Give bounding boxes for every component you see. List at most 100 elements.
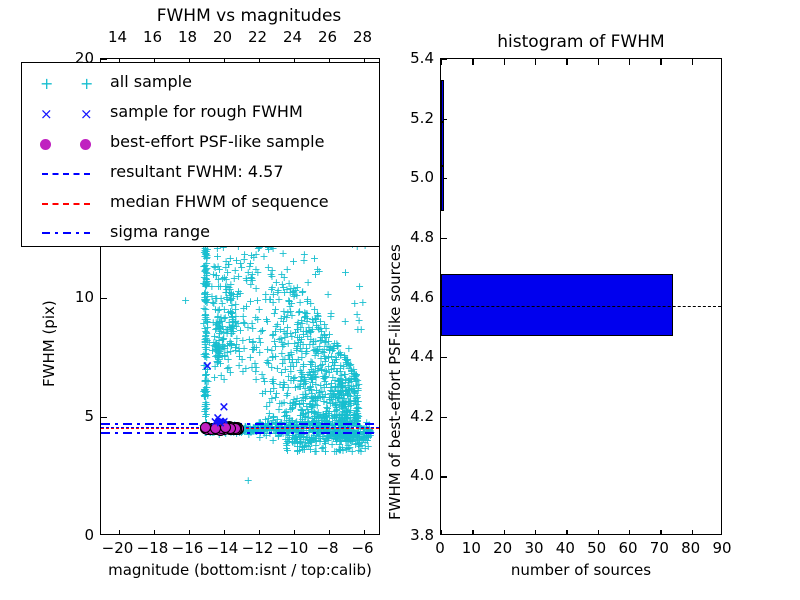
all-sample-point: +: [242, 425, 251, 436]
all-sample-point: +: [268, 434, 278, 448]
all-sample-point: +: [231, 310, 241, 324]
all-sample-point: +: [245, 423, 255, 437]
all-sample-point: +: [274, 423, 284, 437]
rough-fwhm-point: ×: [214, 415, 222, 426]
all-sample-point: +: [333, 423, 344, 437]
all-sample-point: +: [345, 358, 355, 372]
all-sample-point: +: [226, 287, 237, 301]
all-sample-point: +: [310, 398, 320, 412]
all-sample-point: +: [364, 423, 374, 437]
all-sample-point: +: [221, 285, 231, 299]
all-sample-point: +: [306, 433, 316, 447]
all-sample-point: +: [337, 419, 347, 433]
all-sample-point: +: [311, 377, 321, 391]
all-sample-point: +: [337, 410, 347, 424]
legend-item-2[interactable]: best-effort PSF-like sample: [22, 129, 379, 159]
all-sample-point: +: [320, 336, 330, 350]
all-sample-point: +: [313, 420, 323, 434]
all-sample-point: +: [213, 259, 223, 273]
all-sample-point: +: [353, 322, 363, 336]
all-sample-point: +: [340, 408, 350, 422]
all-sample-point: +: [293, 316, 303, 330]
left-bottom-tick-label-2: −16: [171, 539, 204, 557]
legend-item-3[interactable]: resultant FWHM: 4.57: [22, 159, 379, 189]
all-sample-point: +: [199, 384, 209, 398]
all-sample-point: +: [307, 371, 317, 385]
all-sample-point: +: [212, 291, 222, 305]
all-sample-point: +: [285, 419, 295, 433]
all-sample-point: +: [226, 321, 236, 335]
all-sample-point: +: [353, 438, 364, 452]
all-sample-point: +: [252, 419, 263, 433]
all-sample-point: +: [335, 431, 345, 444]
all-sample-point: +: [344, 429, 354, 443]
all-sample-point: +: [285, 412, 295, 426]
all-sample-point: +: [201, 309, 211, 323]
all-sample-point: +: [223, 266, 233, 280]
all-sample-point: +: [323, 423, 333, 437]
all-sample-point: +: [334, 414, 344, 428]
all-sample-point: +: [200, 399, 210, 413]
all-sample-point: +: [232, 331, 242, 345]
all-sample-point: +: [290, 423, 300, 437]
all-sample-point: +: [287, 352, 298, 366]
all-sample-point: +: [306, 392, 316, 406]
all-sample-point: +: [243, 320, 253, 334]
legend-item-1[interactable]: × × sample for rough FWHM: [22, 99, 379, 129]
right-y-tickmark-2: [441, 416, 447, 418]
all-sample-point: +: [241, 271, 251, 285]
all-sample-point: +: [328, 341, 338, 355]
all-sample-point: +: [343, 417, 352, 428]
left-y-tick-label-0: 0: [84, 526, 94, 544]
right-x-tickmark-top-7: [660, 59, 662, 65]
all-sample-point: +: [265, 427, 275, 441]
all-sample-point: +: [201, 332, 211, 346]
all-sample-point: +: [255, 336, 265, 350]
all-sample-point: +: [254, 302, 264, 316]
all-sample-point: +: [365, 429, 375, 443]
all-sample-point: +: [355, 430, 365, 444]
all-sample-point: +: [341, 399, 351, 413]
all-sample-point: +: [312, 407, 322, 421]
all-sample-point: +: [214, 352, 224, 366]
all-sample-point: +: [344, 427, 354, 441]
rough-fwhm-point: ×: [215, 416, 223, 427]
all-sample-point: +: [227, 318, 238, 332]
all-sample-point: +: [294, 305, 304, 319]
all-sample-point: +: [214, 348, 224, 362]
all-sample-point: +: [227, 305, 237, 319]
all-sample-point: +: [296, 429, 306, 443]
all-sample-point: +: [293, 322, 303, 336]
all-sample-point: +: [326, 381, 336, 395]
all-sample-point: +: [316, 425, 325, 436]
all-sample-point: +: [200, 336, 210, 350]
all-sample-point: +: [201, 326, 211, 340]
all-sample-point: +: [208, 267, 219, 281]
all-sample-point: +: [281, 432, 291, 446]
all-sample-point: +: [267, 419, 277, 433]
right-x-tick-label-5: 50: [587, 539, 607, 557]
all-sample-point: +: [330, 418, 340, 432]
all-sample-point: +: [337, 409, 347, 423]
all-sample-point: +: [340, 381, 350, 395]
right-x-tickmark-top-1: [472, 59, 474, 65]
all-sample-point: +: [301, 388, 311, 402]
all-sample-point: +: [337, 401, 348, 415]
all-sample-point: +: [338, 443, 348, 457]
all-sample-point: +: [351, 391, 361, 405]
all-sample-point: +: [329, 361, 339, 375]
legend-x-marker-1: ×: [80, 105, 93, 123]
all-sample-point: +: [280, 362, 290, 376]
all-sample-point: +: [230, 340, 241, 354]
all-sample-point: +: [210, 370, 220, 384]
all-sample-point: +: [302, 438, 312, 452]
legend-item-0[interactable]: + + all sample: [22, 69, 379, 99]
all-sample-point: +: [343, 378, 353, 392]
all-sample-point: +: [210, 340, 221, 354]
all-sample-point: +: [326, 380, 336, 394]
all-sample-point: +: [263, 243, 274, 257]
all-sample-point: +: [298, 325, 308, 338]
legend-item-5[interactable]: sigma range: [22, 219, 379, 249]
all-sample-point: +: [340, 314, 350, 328]
legend-item-4[interactable]: median FHWM of sequence: [22, 189, 379, 219]
